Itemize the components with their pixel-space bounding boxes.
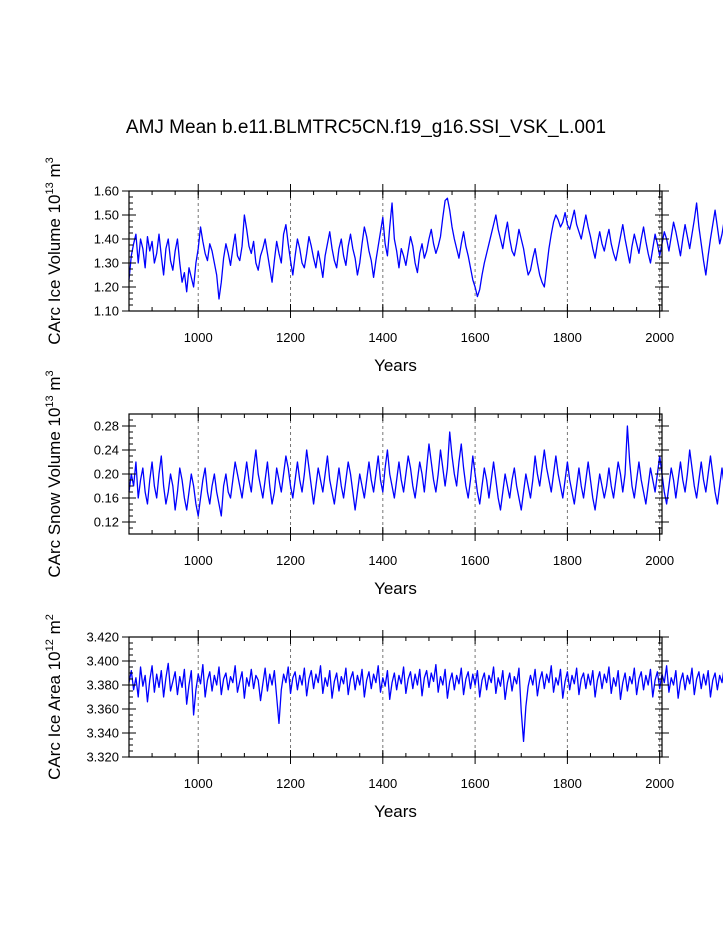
x-axis-label: Years <box>374 802 417 821</box>
y-axis-label-text: CArc Ice Area 10 <box>45 651 64 780</box>
x-tick-label: 1400 <box>368 553 397 568</box>
x-tick-label: 2000 <box>645 330 674 345</box>
y-axis-label-text: CArc Snow Volume 10 <box>45 408 64 578</box>
panel-3: 3.420 3.400 3.380 3.360 3.340 3.320 1000 1200 14… <box>44 614 723 821</box>
y-tick-label: 0.12 <box>94 515 119 530</box>
series-line <box>128 425 723 517</box>
series-line <box>128 197 723 300</box>
y-axis-label-text: m <box>45 620 64 639</box>
y-tick-label: 3.360 <box>86 702 119 717</box>
y-axis-label-exponent: 13 <box>44 395 56 407</box>
y-tick-label: 3.340 <box>86 726 119 741</box>
y-axis-label-text: m <box>45 163 64 182</box>
y-axis-label-exponent: 3 <box>44 157 56 163</box>
x-tick-label: 1200 <box>276 330 305 345</box>
x-tick-label: 1400 <box>368 330 397 345</box>
x-tick-label: 2000 <box>645 776 674 791</box>
y-tick-label: 1.50 <box>94 208 119 223</box>
chart-title: AMJ Mean b.e11.BLMTRC5CN.f19_g16.SSI_VSK… <box>126 117 606 138</box>
x-tick-label: 2000 <box>645 553 674 568</box>
y-axis-label-exponent: 3 <box>44 370 56 376</box>
y-tick-label: 1.60 <box>94 184 119 199</box>
x-tick-label: 1200 <box>276 553 305 568</box>
y-tick-label: 1.40 <box>94 232 119 247</box>
y-tick-label: 3.380 <box>86 678 119 693</box>
x-tick-label: 1400 <box>368 776 397 791</box>
panel-1: 1.60 1.50 1.40 1.30 1.20 1.10 1000 1200 1400 1600… <box>44 157 723 375</box>
y-tick-label: 3.420 <box>86 630 119 645</box>
x-axis-label: Years <box>374 356 417 375</box>
plot-frame <box>128 413 663 535</box>
y-tick-label: 1.30 <box>94 256 119 271</box>
y-axis-label: CArc Ice Area 1012 m2 <box>44 614 64 780</box>
x-tick-label: 1000 <box>184 553 213 568</box>
y-axis-label-exponent: 13 <box>44 182 56 194</box>
x-tick-label: 1800 <box>553 330 582 345</box>
y-tick-label: 0.28 <box>94 419 119 434</box>
y-axis-label-exponent: 12 <box>44 639 56 651</box>
y-axis-label-text: CArc Ice Volume 10 <box>45 195 64 345</box>
y-tick-label: 3.320 <box>86 750 119 765</box>
panel-2: 0.28 0.24 0.20 0.16 0.12 1000 1200 1400 1600 1800… <box>44 370 723 598</box>
y-axis-label: CArc Snow Volume 1013 m3 <box>44 370 64 577</box>
y-axis-label: CArc Ice Volume 1013 m3 <box>44 157 64 345</box>
x-tick-label: 1000 <box>184 330 213 345</box>
x-tick-label: 1800 <box>553 776 582 791</box>
x-tick-label: 1600 <box>461 776 490 791</box>
series-line <box>128 662 723 743</box>
y-tick-label: 1.10 <box>94 304 119 319</box>
y-axis-label-exponent: 2 <box>44 614 56 620</box>
x-tick-label: 1600 <box>461 330 490 345</box>
x-tick-label: 1600 <box>461 553 490 568</box>
x-tick-label: 1800 <box>553 553 582 568</box>
y-tick-label: 3.400 <box>86 654 119 669</box>
y-tick-label: 0.16 <box>94 491 119 506</box>
x-tick-label: 1200 <box>276 776 305 791</box>
x-tick-label: 1000 <box>184 776 213 791</box>
y-tick-label: 1.20 <box>94 280 119 295</box>
plot-frame <box>128 636 663 758</box>
y-tick-label: 0.24 <box>94 443 119 458</box>
x-axis-label: Years <box>374 579 417 598</box>
y-tick-label: 0.20 <box>94 467 119 482</box>
y-axis-label-text: m <box>45 376 64 395</box>
